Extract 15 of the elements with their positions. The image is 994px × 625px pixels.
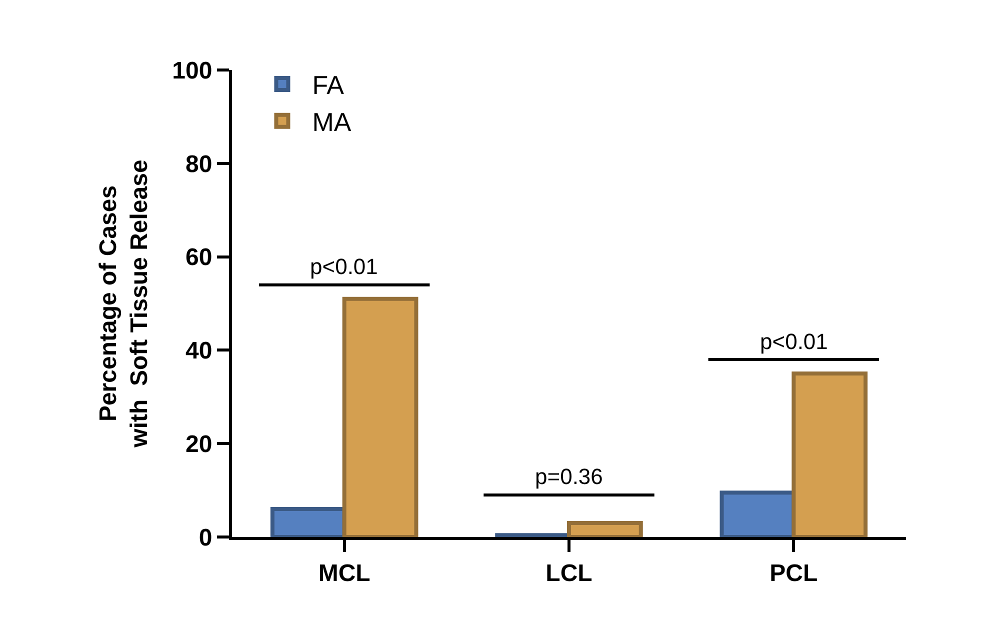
y-tick-label: 80: [185, 150, 212, 178]
y-tick-label: 0: [198, 524, 212, 552]
legend-label: FA: [312, 70, 345, 100]
y-tick-label: 20: [185, 431, 212, 458]
y-tick-label: 40: [185, 338, 212, 365]
x-tick-label: MCL: [318, 560, 370, 587]
annotation: p<0.01: [310, 254, 378, 279]
annotation: p<0.01: [760, 329, 828, 354]
legend-label: MA: [312, 107, 352, 137]
annotation: p=0.36: [535, 464, 603, 489]
y-tick-label: 100: [172, 57, 212, 84]
x-tick-label: PCL: [770, 560, 818, 587]
x-tick-label: LCL: [546, 560, 592, 587]
y-axis-title: Percentage of Cases with Soft Tissue Release: [95, 160, 154, 448]
y-tick-label: 60: [185, 244, 212, 272]
